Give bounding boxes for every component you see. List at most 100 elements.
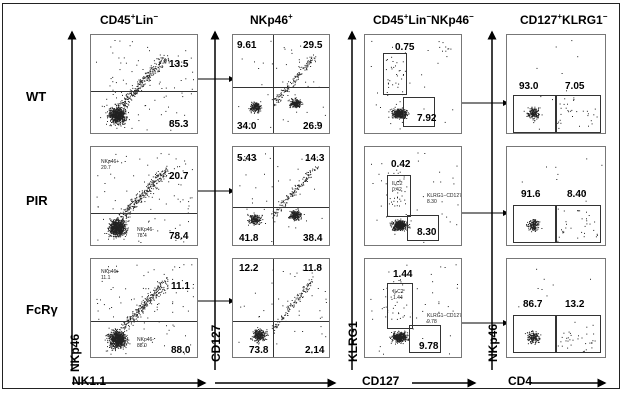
event-dot [132,95,134,97]
event-dot [136,314,138,316]
event-dot [294,214,296,216]
event-dot [298,217,299,219]
event-dot [182,170,184,172]
event-dot [298,59,300,61]
event-dot [294,217,296,219]
event-dot [143,196,145,198]
event-dot [117,342,118,344]
event-dot [139,80,141,82]
event-dot [120,102,122,104]
event-dot [139,197,141,199]
event-dot [161,287,163,289]
event-dot [308,283,310,285]
event-dot [291,213,293,215]
event-dot [293,101,295,103]
event-dot [170,125,172,127]
event-dot [147,75,149,77]
event-dot [292,210,294,212]
event-dot [122,103,124,105]
event-dot [305,65,307,67]
event-dot [122,333,124,335]
event-dot [160,283,162,285]
event-dot [285,199,287,201]
event-dot [164,171,165,173]
event-dot [287,196,289,198]
event-dot [277,166,279,168]
event-dot [295,217,297,219]
event-dot [152,294,154,295]
event-dot [116,232,118,234]
event-dot [142,312,144,314]
event-dot [300,213,302,215]
event-dot [324,291,326,292]
event-dot [117,222,119,224]
event-dot [124,341,125,343]
event-dot [115,226,117,228]
event-dot [293,191,295,193]
event-dot [271,282,273,284]
event-dot [306,287,308,289]
event-dot [169,230,171,232]
event-dot [273,105,275,107]
event-dot [139,305,141,306]
event-dot [262,335,264,337]
event-dot [303,214,305,215]
event-dot [113,229,115,231]
event-dot [286,202,288,204]
event-dot [115,343,117,345]
event-dot [113,346,115,348]
event-dot [110,173,112,175]
event-dot [154,69,156,71]
event-dot [128,104,130,106]
event-dot [111,229,113,231]
event-dot [113,335,114,337]
event-dot [291,52,293,54]
event-dot [134,89,136,91]
event-dot [114,346,116,348]
event-dot [278,298,280,300]
event-dot [123,238,125,240]
event-dot [277,212,279,214]
event-dot [287,90,289,92]
event-dot [139,196,141,198]
event-dot [300,217,302,219]
event-dot [112,120,114,122]
event-dot [147,194,149,196]
event-dot [152,182,154,184]
event-dot [274,98,276,100]
event-dot [115,333,117,335]
event-dot [111,335,113,337]
event-dot [139,308,141,310]
event-dot [297,216,299,218]
event-dot [122,118,123,120]
event-dot [272,217,274,219]
event-dot [125,118,127,120]
event-dot [146,193,148,195]
event-dot [160,292,162,293]
event-dot [159,81,161,83]
event-dot [159,180,161,182]
event-dot [295,194,297,196]
event-dot [155,177,157,179]
event-dot [116,225,118,227]
event-dot [114,340,116,342]
event-dot [112,108,113,110]
event-dot [149,108,150,110]
col1-x-axis-label: NK1.1 [72,374,107,388]
event-dot [297,298,299,300]
event-dot [161,180,163,182]
event-dot [317,167,319,169]
event-dot [117,119,119,121]
event-dot [293,306,295,308]
event-dot [120,346,122,348]
event-dot [285,202,287,204]
event-dot [112,94,114,95]
event-dot [120,346,122,347]
event-dot [124,228,126,229]
event-dot [116,236,118,237]
pct-lower: 88.0 [171,345,191,356]
event-dot [260,330,262,332]
event-dot [292,211,294,213]
event-dot [292,99,294,101]
event-dot [125,338,127,340]
